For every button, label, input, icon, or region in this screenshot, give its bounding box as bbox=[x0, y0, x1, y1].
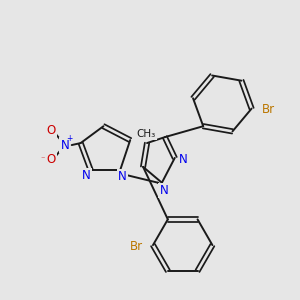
Text: Br: Br bbox=[262, 103, 275, 116]
Text: O: O bbox=[46, 124, 56, 137]
Text: N: N bbox=[60, 139, 69, 152]
Text: Br: Br bbox=[130, 240, 143, 253]
Text: N: N bbox=[82, 169, 91, 182]
Text: +: + bbox=[67, 134, 73, 142]
Text: ⁻: ⁻ bbox=[41, 154, 45, 164]
Text: N: N bbox=[179, 153, 188, 167]
Text: CH₃: CH₃ bbox=[136, 129, 156, 139]
Text: O: O bbox=[46, 153, 56, 167]
Text: N: N bbox=[160, 184, 168, 197]
Text: N: N bbox=[118, 170, 127, 183]
